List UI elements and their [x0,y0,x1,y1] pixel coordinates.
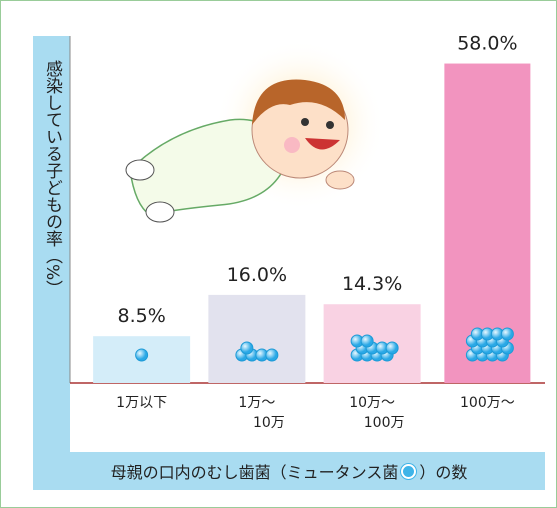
value-label: 14.3% [342,273,402,295]
bacteria-icon [401,464,416,479]
x-tick-label: 10万～100万 [349,395,404,431]
bar [208,295,305,383]
bacteria [386,342,398,354]
value-label: 8.5% [117,305,165,327]
bacteria [241,342,253,354]
bacteria [361,335,373,347]
x-label: 母親の口内のむし歯菌（ミュータンス菌 ）の数 [33,452,545,490]
bacteria [266,349,278,361]
x-tick-label: 1万～10万 [238,395,284,431]
value-label: 58.0% [457,33,517,55]
chart: 感染している子どもの率（%） 8.5% 1万以下 16.0% 1万～10万 14.3% 1… [0,0,557,508]
y-label: 感染している子どもの率（%） [42,60,63,297]
x-tick-label: 1万以下 [116,395,167,411]
bacteria [501,328,513,340]
value-label: 16.0% [227,264,287,286]
x-label-part: 母親の口内のむし歯菌（ミュータンス菌 [111,459,399,483]
baby-illustration [126,40,385,222]
x-tick-label: 100万～ [460,395,515,411]
bacteria [136,349,148,361]
x-label-part: ）の数 [419,459,467,483]
